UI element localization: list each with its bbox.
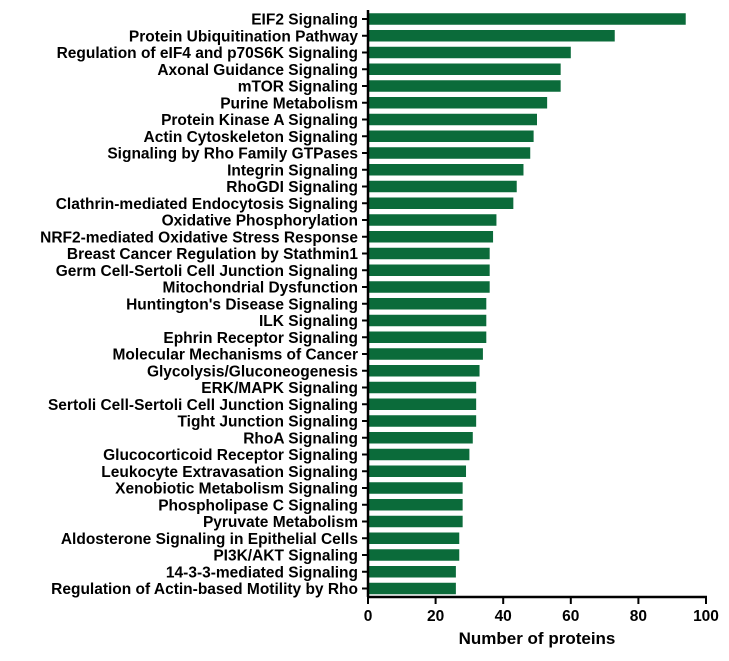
category-label: Aldosterone Signaling in Epithelial Cell… bbox=[61, 531, 358, 548]
bar bbox=[368, 180, 517, 193]
bar bbox=[368, 298, 487, 310]
bar bbox=[368, 113, 537, 126]
category-label: RhoGDI Signaling bbox=[226, 179, 358, 196]
bars-group bbox=[368, 13, 686, 595]
bar bbox=[368, 365, 480, 377]
bar bbox=[368, 130, 534, 142]
category-label: Mitochondrial Dysfunction bbox=[163, 280, 358, 297]
bar bbox=[368, 381, 477, 394]
bar bbox=[368, 147, 531, 159]
category-label: Xenobiotic Metabolism Signaling bbox=[115, 481, 358, 498]
bar bbox=[368, 499, 463, 511]
category-label: PI3K/AKT Signaling bbox=[213, 548, 358, 565]
axes-group bbox=[362, 10, 707, 599]
category-label: Protein Kinase A Signaling bbox=[161, 112, 358, 129]
bar bbox=[368, 63, 561, 75]
x-tick-label: 80 bbox=[630, 608, 647, 625]
bar bbox=[368, 197, 514, 209]
bar bbox=[368, 465, 467, 477]
category-label: Actin Cytoskeleton Signaling bbox=[144, 129, 358, 146]
bar bbox=[368, 214, 497, 226]
bar bbox=[368, 582, 456, 595]
category-label: NRF2-mediated Oxidative Stress Response bbox=[40, 229, 358, 246]
bar bbox=[368, 46, 571, 59]
category-label: Germ Cell-Sertoli Cell Junction Signalin… bbox=[56, 263, 358, 280]
x-axis-title: Number of proteins bbox=[459, 629, 616, 648]
bar bbox=[368, 348, 483, 360]
category-label: Ephrin Receptor Signaling bbox=[163, 330, 358, 347]
category-label: Phospholipase C Signaling bbox=[158, 497, 358, 514]
category-label: Huntington's Disease Signaling bbox=[126, 296, 358, 313]
bar bbox=[368, 13, 686, 25]
x-tick-label: 60 bbox=[562, 608, 579, 625]
category-label: ERK/MAPK Signaling bbox=[201, 380, 358, 397]
bar bbox=[368, 264, 490, 276]
category-label: RhoA Signaling bbox=[243, 430, 358, 447]
bar bbox=[368, 164, 524, 176]
category-label: Tight Junction Signaling bbox=[177, 414, 358, 431]
category-label: Protein Ubiquitination Pathway bbox=[129, 28, 358, 45]
category-label: Breast Cancer Regulation by Stathmin1 bbox=[67, 246, 359, 263]
bar bbox=[368, 566, 456, 578]
x-tick-label: 20 bbox=[427, 608, 444, 625]
category-label: Purine Metabolism bbox=[220, 95, 358, 112]
category-label: EIF2 Signaling bbox=[251, 12, 358, 29]
bar bbox=[368, 398, 477, 410]
x-tick-label: 40 bbox=[495, 608, 512, 625]
category-label: Axonal Guidance Signaling bbox=[157, 62, 358, 79]
category-label: Glucocorticoid Receptor Signaling bbox=[103, 447, 358, 464]
bar bbox=[368, 97, 548, 109]
category-label: Regulation of eIF4 and p70S6K Signaling bbox=[57, 45, 358, 62]
bar bbox=[368, 448, 470, 461]
bar bbox=[368, 549, 460, 561]
category-label: 14-3-3-mediated Signaling bbox=[166, 564, 358, 581]
bar bbox=[368, 532, 460, 544]
category-label: Regulation of Actin-based Motility by Rh… bbox=[51, 581, 358, 598]
x-tick-label: 100 bbox=[693, 608, 719, 625]
bar bbox=[368, 515, 463, 528]
category-label: mTOR Signaling bbox=[238, 79, 358, 96]
bar bbox=[368, 432, 473, 444]
bar bbox=[368, 281, 490, 293]
category-label: ILK Signaling bbox=[259, 313, 358, 330]
category-label: Sertoli Cell-Sertoli Cell Junction Signa… bbox=[48, 397, 358, 414]
category-label: Signaling by Rho Family GTPases bbox=[107, 146, 358, 163]
bar bbox=[368, 231, 494, 243]
category-label: Leukocyte Extravasation Signaling bbox=[101, 464, 358, 481]
category-label: Integrin Signaling bbox=[227, 162, 358, 179]
category-label: Molecular Mechanisms of Cancer bbox=[113, 347, 359, 364]
bar bbox=[368, 30, 615, 42]
x-tick-label: 0 bbox=[364, 608, 373, 625]
category-label: Pyruvate Metabolism bbox=[203, 514, 358, 531]
category-label: Oxidative Phosphorylation bbox=[162, 213, 358, 230]
bar bbox=[368, 331, 487, 343]
bar bbox=[368, 415, 477, 427]
bar bbox=[368, 482, 463, 494]
bar bbox=[368, 314, 487, 327]
category-label: Clathrin-mediated Endocytosis Signaling bbox=[56, 196, 358, 213]
bar bbox=[368, 247, 490, 260]
x-ticks-group: 0 20 40 60 80 100 bbox=[364, 597, 719, 625]
bar bbox=[368, 80, 561, 92]
category-label: Glycolysis/Gluconeogenesis bbox=[147, 363, 358, 380]
